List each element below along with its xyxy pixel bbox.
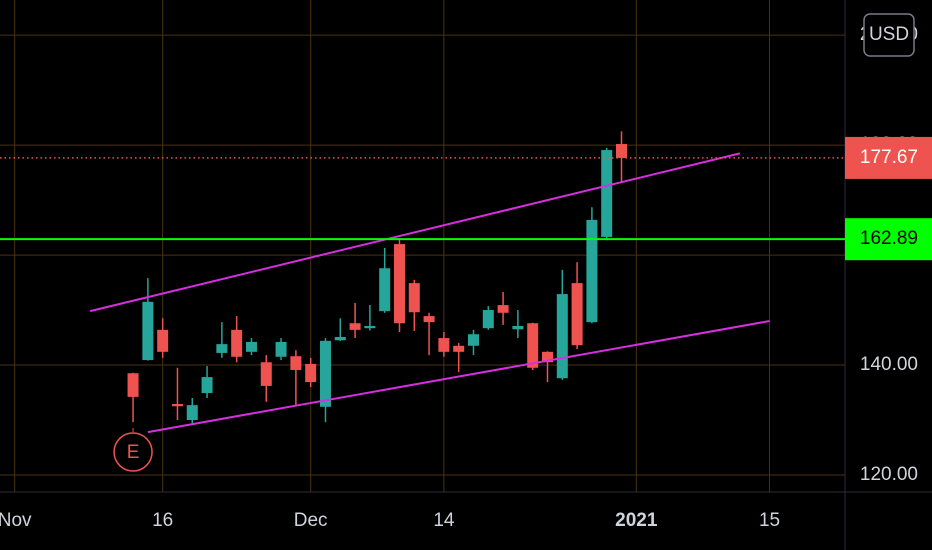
x-tick-label: 2021	[615, 510, 658, 531]
candle-body	[586, 219, 598, 323]
price-label-box	[845, 136, 932, 179]
trendline	[147, 320, 770, 434]
candle-body	[349, 323, 361, 330]
x-tick-label: Nov	[0, 510, 32, 531]
event-marker	[113, 432, 153, 472]
trendline	[89, 152, 741, 313]
candle-body	[482, 310, 494, 329]
x-tick-label: 16	[152, 510, 173, 531]
x-tick-label: 14	[433, 510, 455, 531]
candle-body	[275, 341, 287, 357]
x-tick-label: 15	[759, 510, 780, 531]
candle-body	[364, 325, 376, 329]
candle-body	[290, 356, 302, 370]
candle-body	[334, 336, 346, 341]
candle-body	[408, 283, 420, 313]
x-tick-label: Dec	[294, 510, 328, 531]
candle-body	[379, 268, 391, 312]
candle-body	[319, 340, 331, 407]
currency-box	[863, 13, 915, 57]
candle-body	[467, 334, 479, 346]
candle-body	[527, 323, 539, 368]
candle-body	[438, 338, 450, 352]
candle-body	[601, 150, 613, 237]
candle-body	[171, 404, 183, 407]
candle-body	[616, 144, 628, 158]
candle-body	[260, 362, 272, 386]
candle-body	[186, 405, 198, 420]
candle-body	[453, 345, 465, 352]
candle-body	[556, 294, 568, 379]
candle-body	[305, 363, 317, 383]
price-label-box	[845, 218, 932, 261]
candle-body	[541, 351, 553, 363]
candle-body	[231, 329, 243, 357]
candle-body	[127, 373, 139, 397]
y-tick-label: 120.00	[860, 464, 918, 485]
candle-body	[245, 341, 257, 352]
candle-body	[497, 305, 509, 313]
candle-body	[512, 325, 524, 330]
candle-body	[142, 301, 154, 361]
price-label: 162.89	[860, 228, 918, 249]
candle-body	[393, 244, 405, 324]
currency-label: USD	[869, 24, 909, 45]
candle-body	[201, 377, 213, 394]
candle-body	[216, 344, 228, 353]
y-tick-label: 140.00	[860, 354, 918, 375]
candle-body	[157, 329, 169, 352]
price-label: 177.67	[860, 147, 918, 168]
candle-body	[571, 283, 583, 346]
candle-body	[423, 316, 435, 323]
event-label: E	[127, 442, 140, 463]
